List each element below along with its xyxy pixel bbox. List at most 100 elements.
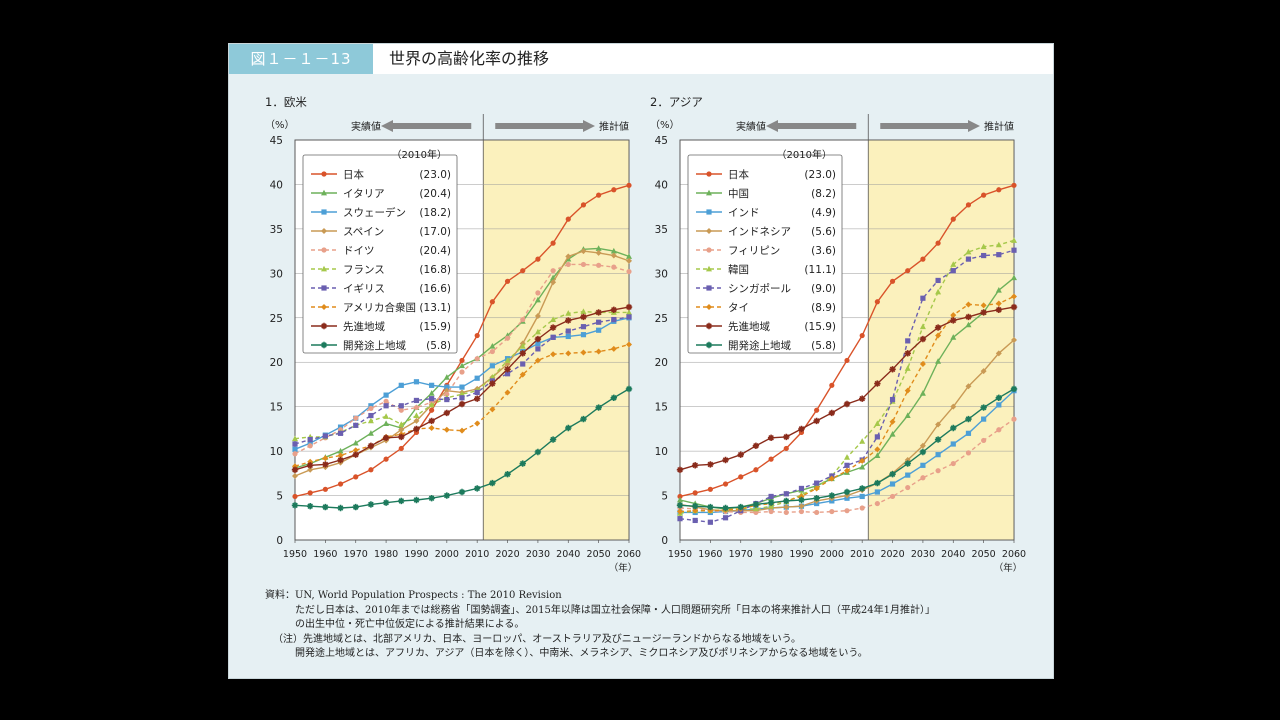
data-point xyxy=(1011,247,1017,253)
panel-title: 2．アジア xyxy=(650,95,703,109)
data-point xyxy=(844,454,850,460)
data-point xyxy=(950,441,956,447)
data-point xyxy=(783,497,790,505)
data-point xyxy=(677,493,683,500)
data-point xyxy=(595,404,602,411)
data-point xyxy=(550,316,557,322)
data-point xyxy=(580,308,587,314)
data-point xyxy=(413,412,420,418)
data-point xyxy=(677,516,683,522)
data-point xyxy=(413,397,420,404)
data-point xyxy=(595,348,602,355)
legend-marker xyxy=(706,228,712,234)
series-10 xyxy=(291,385,633,512)
data-point xyxy=(413,425,420,433)
data-point xyxy=(783,504,790,511)
legend-label: 日本 xyxy=(728,168,749,181)
data-point xyxy=(474,332,480,339)
legend-marker xyxy=(321,285,327,291)
legend-value: (8.2) xyxy=(811,188,836,200)
data-point xyxy=(337,424,344,430)
data-point xyxy=(626,268,632,275)
data-point xyxy=(707,486,713,492)
data-point xyxy=(307,466,314,473)
data-point xyxy=(489,479,496,487)
data-point xyxy=(1010,303,1018,311)
data-point xyxy=(722,515,729,521)
panel-title: 1．欧米 xyxy=(265,95,307,109)
data-point xyxy=(610,345,617,352)
legend-marker xyxy=(321,228,327,234)
data-point xyxy=(444,391,450,397)
legend-value: (17.0) xyxy=(419,226,451,238)
legend-marker xyxy=(706,171,712,177)
data-point xyxy=(981,437,987,444)
data-point xyxy=(859,332,865,339)
projection-arrow xyxy=(880,120,980,132)
data-point xyxy=(322,486,328,492)
data-point xyxy=(580,415,587,423)
data-point xyxy=(565,333,571,340)
data-point xyxy=(798,425,805,433)
data-point xyxy=(813,495,820,502)
legend-label: フィリピン xyxy=(728,245,780,257)
data-point xyxy=(844,467,850,474)
legend-header: （2010年） xyxy=(392,148,447,161)
y-tick-label: 15 xyxy=(270,402,283,414)
data-point xyxy=(292,451,298,457)
data-point xyxy=(565,350,572,357)
note-japan-1: ただし日本は、2010年までは総務省「国勢調査」、2015年以降は国立社会保障・… xyxy=(295,604,935,616)
data-point xyxy=(489,363,495,369)
series-line xyxy=(294,343,630,467)
data-point xyxy=(550,351,557,358)
data-point xyxy=(458,400,466,408)
data-point xyxy=(996,427,1002,433)
data-point xyxy=(337,452,344,459)
legend-label: 先進地域 xyxy=(728,320,770,333)
data-point xyxy=(353,474,359,480)
data-point xyxy=(722,456,729,464)
data-point xyxy=(534,313,541,319)
data-point xyxy=(596,262,602,268)
series-7 xyxy=(292,314,632,447)
legend-label: イタリア xyxy=(343,188,385,200)
legend-marker xyxy=(321,189,327,196)
data-point xyxy=(459,357,465,364)
data-point xyxy=(383,420,390,426)
data-point xyxy=(889,278,896,284)
data-point xyxy=(995,300,1002,307)
data-point xyxy=(626,314,632,320)
data-point xyxy=(383,456,389,462)
data-point xyxy=(428,495,435,502)
data-point xyxy=(306,503,314,510)
data-point xyxy=(520,316,526,323)
data-point xyxy=(429,382,435,388)
x-tick-label: 1950 xyxy=(283,549,307,560)
figure-title: 世界の高齢化率の推移 xyxy=(389,49,550,68)
series-5 xyxy=(677,416,1017,516)
data-point xyxy=(965,321,972,328)
data-point xyxy=(580,332,587,338)
data-point xyxy=(291,502,299,509)
data-point xyxy=(459,362,465,369)
data-point xyxy=(752,501,760,508)
data-point xyxy=(580,324,587,330)
legend-value: (16.8) xyxy=(419,264,451,276)
data-point xyxy=(610,306,618,313)
data-point xyxy=(965,301,972,308)
legend-marker xyxy=(706,209,712,215)
data-point xyxy=(874,489,880,495)
x-tick-label: 2030 xyxy=(526,549,550,560)
actual-arrow xyxy=(381,120,472,132)
data-point xyxy=(368,403,374,409)
data-point xyxy=(337,504,344,512)
data-point xyxy=(859,457,866,464)
x-tick-label: 2000 xyxy=(435,549,459,560)
data-point xyxy=(595,309,602,316)
data-point xyxy=(965,248,972,255)
data-point xyxy=(950,403,957,410)
data-point xyxy=(935,277,941,284)
legend-value: (23.0) xyxy=(804,169,836,181)
data-point xyxy=(307,443,313,449)
data-point xyxy=(596,327,602,333)
